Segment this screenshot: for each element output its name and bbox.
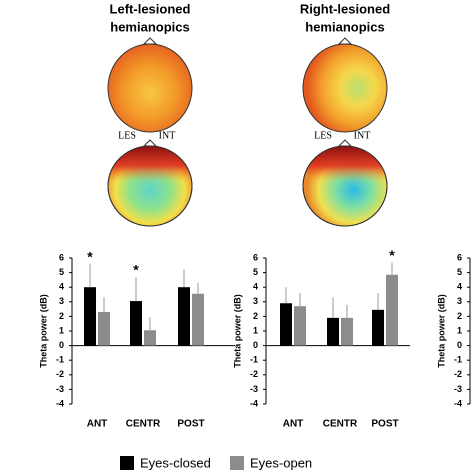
y-tick-label: 3 xyxy=(253,296,258,306)
bar xyxy=(341,317,353,346)
significance-marker: * xyxy=(133,262,139,278)
y-tick-label: 0 xyxy=(253,340,258,350)
y-tick-label: -4 xyxy=(56,398,64,408)
topomaps xyxy=(107,37,388,227)
legend-swatch xyxy=(120,456,134,470)
bar xyxy=(386,274,398,346)
legend-swatch xyxy=(230,456,244,470)
y-tick-label: 1 xyxy=(253,325,258,335)
y-tick-label: 1 xyxy=(59,325,64,335)
y-tick-label: 2 xyxy=(253,311,258,321)
y-tick-label: 2 xyxy=(457,311,462,321)
panel-title: Right-lesioned xyxy=(300,1,390,16)
bar xyxy=(192,293,204,346)
y-tick-label: 4 xyxy=(253,282,258,292)
x-tick-label: ANT xyxy=(87,419,108,430)
x-tick-label: POST xyxy=(177,419,204,430)
bar xyxy=(372,309,384,346)
bar xyxy=(84,287,96,346)
nose xyxy=(337,139,353,147)
bar xyxy=(294,306,306,346)
topomap xyxy=(107,43,193,133)
x-tick-label: CENTR xyxy=(323,419,358,430)
y-tick-label: 3 xyxy=(457,296,462,306)
y-tick-label: 5 xyxy=(59,267,64,277)
nose xyxy=(142,37,158,45)
x-tick-label: CENTR xyxy=(126,419,161,430)
topomap xyxy=(302,43,388,133)
topomap-label: INT xyxy=(159,130,176,141)
legend-label: Eyes-closed xyxy=(140,455,211,470)
topomap-overlay xyxy=(302,145,388,227)
y-tick-label: 5 xyxy=(457,267,462,277)
y-tick-label: -1 xyxy=(250,355,258,365)
y-tick-label: -1 xyxy=(56,355,64,365)
nose xyxy=(142,139,158,147)
bar xyxy=(98,312,110,346)
y-tick-label: -4 xyxy=(454,398,462,408)
y-tick-label: 6 xyxy=(253,252,258,262)
y-tick-label: 0 xyxy=(457,340,462,350)
x-tick-label: POST xyxy=(371,419,398,430)
panel-title: hemianopics xyxy=(110,19,189,34)
panel-title: Left-lesioned xyxy=(110,1,191,16)
y-tick-label: 0 xyxy=(59,340,64,350)
bar xyxy=(178,287,190,346)
y-tick-label: 6 xyxy=(59,252,64,262)
y-tick-label: -4 xyxy=(250,398,258,408)
bar xyxy=(327,317,339,346)
y-tick-label: 1 xyxy=(457,325,462,335)
bar xyxy=(280,303,292,346)
y-tick-label: -2 xyxy=(56,369,64,379)
y-axis-label: Theta power (dB) xyxy=(436,294,446,368)
y-tick-label: -3 xyxy=(250,384,258,394)
y-tick-label: 5 xyxy=(253,267,258,277)
significance-marker: * xyxy=(389,247,395,263)
panel-title: hemianopics xyxy=(305,19,384,34)
y-axis-label: Theta power (dB) xyxy=(232,294,242,368)
x-tick-label: ANT xyxy=(283,419,304,430)
legend: Eyes-closed Eyes-open xyxy=(120,455,312,470)
y-tick-label: -2 xyxy=(250,369,258,379)
topomap-label: LES xyxy=(314,130,332,141)
y-tick-label: 6 xyxy=(457,252,462,262)
y-tick-label: -3 xyxy=(56,384,64,394)
significance-marker: * xyxy=(87,249,93,265)
y-tick-label: 2 xyxy=(59,311,64,321)
legend-label: Eyes-open xyxy=(250,455,312,470)
topomap-label: LES xyxy=(118,130,136,141)
bar xyxy=(144,330,156,346)
y-tick-label: 4 xyxy=(59,282,64,292)
y-tick-label: 3 xyxy=(59,296,64,306)
y-tick-label: -2 xyxy=(454,369,462,379)
topomap-label: INT xyxy=(354,130,371,141)
nose xyxy=(337,37,353,45)
topomap-overlay xyxy=(107,145,193,227)
bar xyxy=(130,301,142,346)
y-tick-label: -1 xyxy=(454,355,462,365)
y-tick-label: 4 xyxy=(457,282,462,292)
y-axis-label: Theta power (dB) xyxy=(38,294,48,368)
y-tick-label: -3 xyxy=(454,384,462,394)
